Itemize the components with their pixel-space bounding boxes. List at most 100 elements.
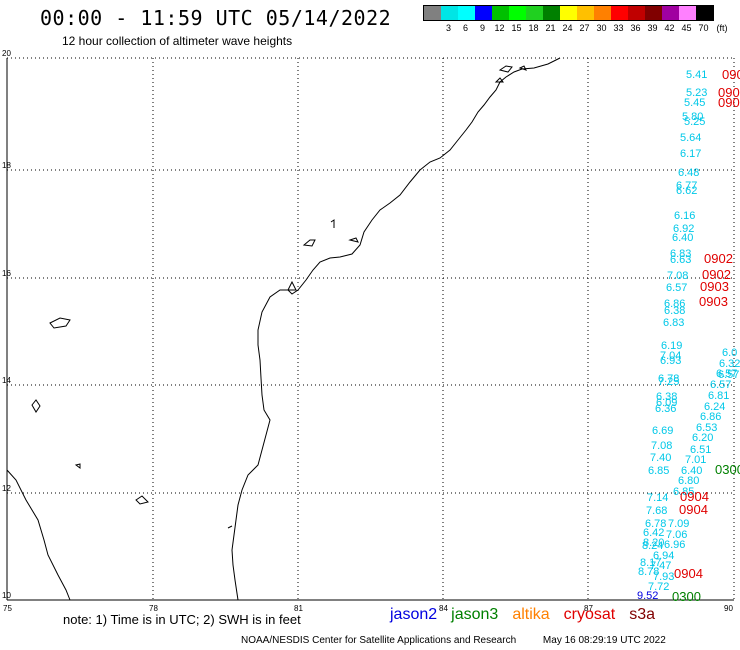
wave-height-value: 7.93 (653, 571, 674, 583)
wave-height-value: 7.04 (660, 350, 681, 362)
color-swatch-label: 30 (596, 23, 607, 33)
longitude-label: 81 (294, 604, 303, 613)
axis-labels: 75 78 81 84 87 90 10 12 14 16 18 20 (2, 49, 733, 613)
wave-height-value: 7.47 (650, 560, 671, 572)
wave-height-value: 6.78 (645, 518, 666, 530)
wave-height-value: 6.51 (690, 444, 711, 456)
wave-height-value: 6.16 (674, 210, 695, 222)
pass-time-label: 0902 (722, 67, 740, 82)
wave-height-value: 6.09 (656, 397, 677, 409)
latitude-label: 16 (2, 269, 11, 278)
central-america-coastline (231, 57, 561, 601)
longitude-label: 75 (3, 604, 12, 613)
color-swatch (679, 6, 696, 20)
inland-lakes (31, 317, 233, 529)
wave-height-value: 6.93 (660, 355, 681, 367)
color-swatch-label: 24 (562, 23, 573, 33)
color-swatch (509, 6, 526, 20)
color-swatch-label: 36 (630, 23, 641, 33)
satellite-altika-label: altika (512, 606, 550, 623)
wave-height-value: 7.14 (647, 492, 668, 504)
color-swatch-label: 39 (647, 23, 658, 33)
color-swatch-label: 15 (511, 23, 522, 33)
color-swatch (441, 6, 458, 20)
wave-height-value: 6.40 (672, 232, 693, 244)
wave-height-value: 6.48 (678, 167, 699, 179)
wave-height-value: 5.25 (684, 116, 705, 128)
longitude-label: 90 (724, 604, 733, 613)
wave-height-value: 8.78 (638, 566, 659, 578)
footnote: note: 1) Time is in UTC; 2) SWH is in fe… (63, 612, 301, 627)
map-grid (6, 57, 735, 601)
wave-height-value: 5.41 (686, 69, 707, 81)
color-swatch (594, 6, 611, 20)
wave-height-value: 6.96 (664, 539, 685, 551)
coastline (6, 57, 561, 601)
offshore-islands (302, 219, 359, 247)
wave-height-value: 8.20 (643, 537, 664, 549)
wave-height-value: 6.81 (708, 390, 729, 402)
color-swatch-label: 18 (528, 23, 539, 33)
color-scale-unit: (ft) (716, 23, 728, 33)
wave-height-value: 5.80 (682, 111, 703, 123)
credit-line: NOAA/NESDIS Center for Satellite Applica… (241, 635, 666, 646)
wave-height-value: 6.19 (661, 340, 682, 352)
wave-height-value: 7.68 (646, 505, 667, 517)
pass-time-label: 0904 (679, 502, 708, 517)
color-swatch (543, 6, 560, 20)
wave-height-value: 6.32 (719, 358, 740, 370)
color-scale-labels: 3 6 9 12 15 18 21 24 27 30 33 36 39 42 45 70 (ft) (423, 21, 728, 33)
wave-height-value: 6.69 (652, 425, 673, 437)
wave-height-value: 7.09 (668, 518, 689, 530)
latitude-label: 14 (2, 376, 11, 385)
pass-time-label: 0903 (700, 279, 729, 294)
wave-height-value: 6.86 (664, 298, 685, 310)
wave-height-value: 6.0 (722, 347, 737, 359)
wave-height-value: 6.85 (673, 486, 694, 498)
coastal-islets (494, 65, 527, 83)
color-swatch (611, 6, 628, 20)
pass-time-label: 0902 (702, 267, 731, 282)
satellite-s3a-label: s3a (629, 606, 656, 623)
pass-time-label: 0902 (704, 251, 733, 266)
wave-height-value: 6.36 (655, 403, 676, 415)
wave-height-values: 5.41 5.235.45 5.805.25 5.64 6.17 6.486.776.62… (637, 67, 740, 604)
wave-height-value: 6.92 (673, 223, 694, 235)
pass-time-label: 0300 (715, 462, 740, 477)
latitude-label: 10 (2, 591, 11, 600)
color-swatch (475, 6, 492, 20)
pass-time-label: 0904 (674, 566, 703, 581)
color-swatch (645, 6, 662, 20)
pass-time-label: 0903 (718, 95, 740, 110)
credit-text: NOAA/NESDIS Center for Satellite Applica… (241, 635, 517, 646)
satellite-jason3-label: jason3 (451, 606, 499, 623)
gulf-of-fonseca (287, 280, 297, 291)
wave-height-value: 6.83 (663, 317, 684, 329)
wave-height-value: 6.85 (648, 465, 669, 477)
wave-height-value: 5.23 (686, 87, 707, 99)
map-subtitle: 12 hour collection of altimeter wave hei… (62, 34, 293, 48)
color-swatch (560, 6, 577, 20)
color-swatch (696, 6, 713, 20)
pacific-coastline (6, 469, 71, 601)
wave-height-value: 7.06 (666, 529, 687, 541)
wave-height-value: 6.57 (666, 282, 687, 294)
wave-height-value: 7.08 (667, 270, 688, 282)
wave-height-value: 6.86 (700, 411, 721, 423)
color-swatch-label: 27 (579, 23, 590, 33)
color-swatch-label: 21 (545, 23, 556, 33)
wave-height-value: 6.40 (681, 465, 702, 477)
wave-height-value: 7.08 (651, 440, 672, 452)
wave-height-value: 6.57 (716, 368, 737, 380)
pass-time-label: 0300 (672, 589, 701, 604)
color-swatch (628, 6, 645, 20)
wave-height-value: 5.64 (680, 132, 701, 144)
wave-height-value: 9.52 (637, 590, 658, 602)
color-swatch-label: 70 (698, 23, 709, 33)
wave-height-value: 6.38 (664, 305, 685, 317)
satellite-legend: jason2 jason3 altika cryosat s3a (390, 606, 669, 624)
wave-height-value: 6.17 (680, 148, 701, 160)
wave-height-value: 8.17 (640, 557, 661, 569)
wave-height-value: 8.24 (642, 540, 663, 552)
color-swatch (424, 6, 441, 20)
